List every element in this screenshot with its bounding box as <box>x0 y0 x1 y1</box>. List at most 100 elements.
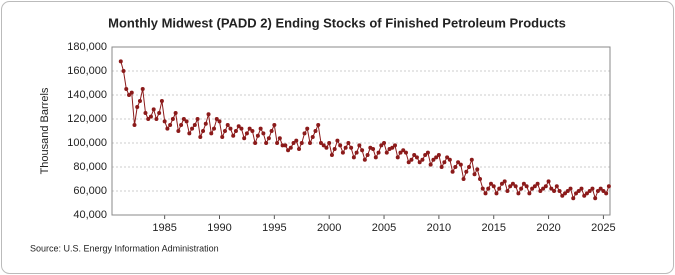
data-point <box>203 121 208 126</box>
data-point <box>168 123 173 127</box>
data-point <box>598 186 603 191</box>
data-point <box>127 93 132 97</box>
data-point <box>535 181 540 186</box>
data-point <box>467 165 472 169</box>
data-point <box>351 155 356 160</box>
x-tick-label: 2020 <box>536 222 560 234</box>
x-tick-label: 2015 <box>481 222 505 234</box>
data-point <box>222 129 227 133</box>
source-note: Source: U.S. Energy Information Administ… <box>30 243 219 253</box>
data-point <box>250 129 255 133</box>
data-point <box>458 162 463 167</box>
data-point <box>179 123 184 127</box>
data-point <box>261 131 266 136</box>
data-point <box>321 143 326 148</box>
y-tick-label: 180,000 <box>67 41 107 53</box>
data-point <box>236 124 241 129</box>
data-point <box>297 147 302 151</box>
data-point <box>132 123 137 127</box>
data-point <box>253 141 258 145</box>
plot-area <box>111 46 611 216</box>
data-point <box>491 184 496 189</box>
data-point <box>436 153 441 157</box>
data-point <box>601 189 606 193</box>
data-point <box>231 133 236 138</box>
data-point <box>505 189 510 193</box>
data-point <box>425 150 430 155</box>
data-point <box>376 150 381 155</box>
data-point <box>560 193 565 198</box>
data-point <box>464 169 469 174</box>
data-point <box>524 184 529 189</box>
data-point <box>480 186 485 191</box>
data-point <box>360 148 365 153</box>
data-point <box>140 87 145 91</box>
data-point <box>146 117 151 121</box>
data-point <box>357 143 362 148</box>
data-point <box>154 117 159 121</box>
data-point <box>275 141 280 145</box>
data-point <box>519 186 524 191</box>
data-point <box>499 181 504 186</box>
data-point <box>272 123 277 127</box>
data-point <box>552 189 557 193</box>
data-point <box>190 126 195 131</box>
data-point <box>549 186 554 191</box>
data-point <box>137 99 142 103</box>
data-point <box>258 126 263 131</box>
data-point <box>181 117 186 121</box>
y-tick-label: 120,000 <box>67 113 107 125</box>
y-axis-label: Thousand Barrels <box>39 87 51 174</box>
data-point <box>516 191 521 196</box>
data-point <box>162 119 167 124</box>
data-point <box>280 143 285 148</box>
data-point <box>573 191 578 196</box>
y-tick-label: 160,000 <box>67 65 107 77</box>
data-point <box>508 184 513 189</box>
data-point <box>305 126 310 131</box>
data-point <box>590 186 595 191</box>
data-point <box>428 162 433 167</box>
y-tick-label: 80,000 <box>73 161 107 173</box>
data-point <box>461 177 466 181</box>
data-point <box>170 117 175 121</box>
data-point <box>318 141 323 145</box>
data-point <box>332 147 337 151</box>
data-point <box>382 141 387 145</box>
data-point <box>595 189 600 193</box>
data-point <box>255 133 260 138</box>
data-point <box>554 184 559 189</box>
x-tick-label: 2025 <box>591 222 615 234</box>
data-point <box>209 131 214 136</box>
data-point <box>604 191 609 196</box>
data-point <box>173 111 178 115</box>
data-point <box>576 189 581 193</box>
data-point <box>277 136 282 141</box>
data-point <box>346 141 351 145</box>
data-point <box>228 126 233 131</box>
data-point <box>606 184 611 189</box>
data-point <box>373 155 378 160</box>
y-tick-label: 40,000 <box>73 209 107 221</box>
data-point <box>571 196 576 201</box>
data-point <box>442 160 447 165</box>
data-point <box>478 177 483 181</box>
data-point <box>165 126 170 131</box>
data-point <box>417 160 422 165</box>
data-point <box>538 189 543 193</box>
data-point <box>423 153 428 157</box>
x-tick-label: 1985 <box>152 222 176 234</box>
data-point <box>403 150 408 155</box>
data-point <box>530 186 535 191</box>
data-point <box>395 155 400 160</box>
data-point <box>118 59 123 64</box>
data-point <box>494 191 499 196</box>
data-point <box>453 165 458 169</box>
y-tick-label: 60,000 <box>73 185 107 197</box>
data-point <box>198 135 203 139</box>
data-point <box>192 123 197 127</box>
data-point <box>543 184 548 189</box>
y-tick-label: 100,000 <box>67 137 107 149</box>
data-point <box>294 138 299 143</box>
